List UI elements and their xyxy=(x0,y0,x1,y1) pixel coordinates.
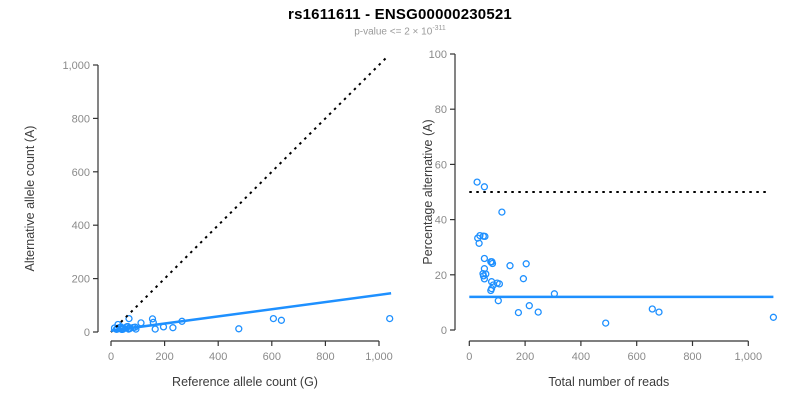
data-point xyxy=(148,315,157,323)
data-point xyxy=(494,297,502,305)
data-point xyxy=(488,259,497,268)
data-point xyxy=(522,260,530,268)
data-point xyxy=(386,314,394,323)
x-tick-label: 800 xyxy=(683,351,701,363)
data-point xyxy=(493,279,501,287)
data-point xyxy=(475,239,483,247)
y-tick-label: 20 xyxy=(435,270,447,282)
data-point xyxy=(151,325,159,333)
data-point xyxy=(514,308,523,317)
x-tick-label: 0 xyxy=(466,351,472,363)
data-point xyxy=(480,275,489,283)
data-point xyxy=(473,178,481,186)
figure-title: rs1611611 - ENSG00000230521 xyxy=(288,6,512,23)
y-tick-label: 80 xyxy=(435,104,447,116)
data-point xyxy=(769,313,778,321)
y-tick-label: 1,000 xyxy=(62,60,90,72)
x-tick-label: 1,000 xyxy=(365,351,393,363)
data-point xyxy=(132,325,140,333)
data-point xyxy=(506,262,514,270)
x-tick-label: 0 xyxy=(108,351,114,363)
data-point xyxy=(125,314,133,323)
data-point xyxy=(480,183,489,191)
figure-header: rs1611611 - ENSG00000230521 p-value <= 2… xyxy=(0,0,800,37)
data-point xyxy=(487,286,495,295)
y-tick-label: 800 xyxy=(72,113,90,125)
y-axis-title: Alternative allele count (A) xyxy=(23,126,37,272)
identity-line xyxy=(110,56,388,333)
y-tick-label: 400 xyxy=(72,220,90,232)
y-tick-label: 0 xyxy=(441,325,447,337)
x-tick-label: 200 xyxy=(516,351,534,363)
y-tick-label: 600 xyxy=(72,167,90,179)
data-point xyxy=(602,319,610,327)
x-tick-label: 800 xyxy=(316,351,334,363)
plot-panels: 0 200 400 600 800 1,000 Reference allele count… xyxy=(0,42,800,400)
y-axis-title: Percentage alternative (A) xyxy=(421,119,435,264)
data-point xyxy=(534,308,542,316)
x-tick-label: 600 xyxy=(628,351,646,363)
data-point xyxy=(479,272,488,280)
data-point xyxy=(277,316,286,324)
data-point xyxy=(480,254,489,263)
scatter-panel-allele-counts: 0 200 400 600 800 1,000 Reference allele count… xyxy=(23,56,394,389)
data-point xyxy=(169,324,177,332)
y-tick-label: 40 xyxy=(435,215,447,227)
subtitle-text: p-value <= 2 × 10 xyxy=(354,26,433,38)
data-point xyxy=(235,325,243,333)
regression-line xyxy=(110,292,392,332)
y-tick-label: 60 xyxy=(435,159,447,171)
scatter-panel-percentage: 0 200 400 600 800 1,000 Total number of reads 0… xyxy=(421,49,778,389)
data-point xyxy=(519,275,528,283)
data-point xyxy=(137,319,145,327)
data-point xyxy=(648,305,656,313)
y-tick-label: 200 xyxy=(72,274,90,286)
data-point xyxy=(481,232,489,241)
x-tick-label: 200 xyxy=(155,351,173,363)
data-point xyxy=(655,308,663,316)
y-tick-label: 100 xyxy=(429,49,447,61)
x-axis-title: Total number of reads xyxy=(548,375,669,389)
x-tick-label: 1,000 xyxy=(735,351,763,363)
y-tick-label: 0 xyxy=(84,327,90,339)
subtitle-exponent: -311 xyxy=(432,25,446,32)
x-tick-label: 400 xyxy=(209,351,227,363)
x-tick-label: 600 xyxy=(263,351,281,363)
data-point xyxy=(476,231,484,240)
x-tick-label: 400 xyxy=(572,351,590,363)
figure-subtitle: p-value <= 2 × 10-311 xyxy=(0,25,800,37)
data-point xyxy=(498,208,506,216)
data-point xyxy=(269,314,278,323)
x-axis-title: Reference allele count (G) xyxy=(172,375,318,389)
data-point xyxy=(525,302,533,310)
